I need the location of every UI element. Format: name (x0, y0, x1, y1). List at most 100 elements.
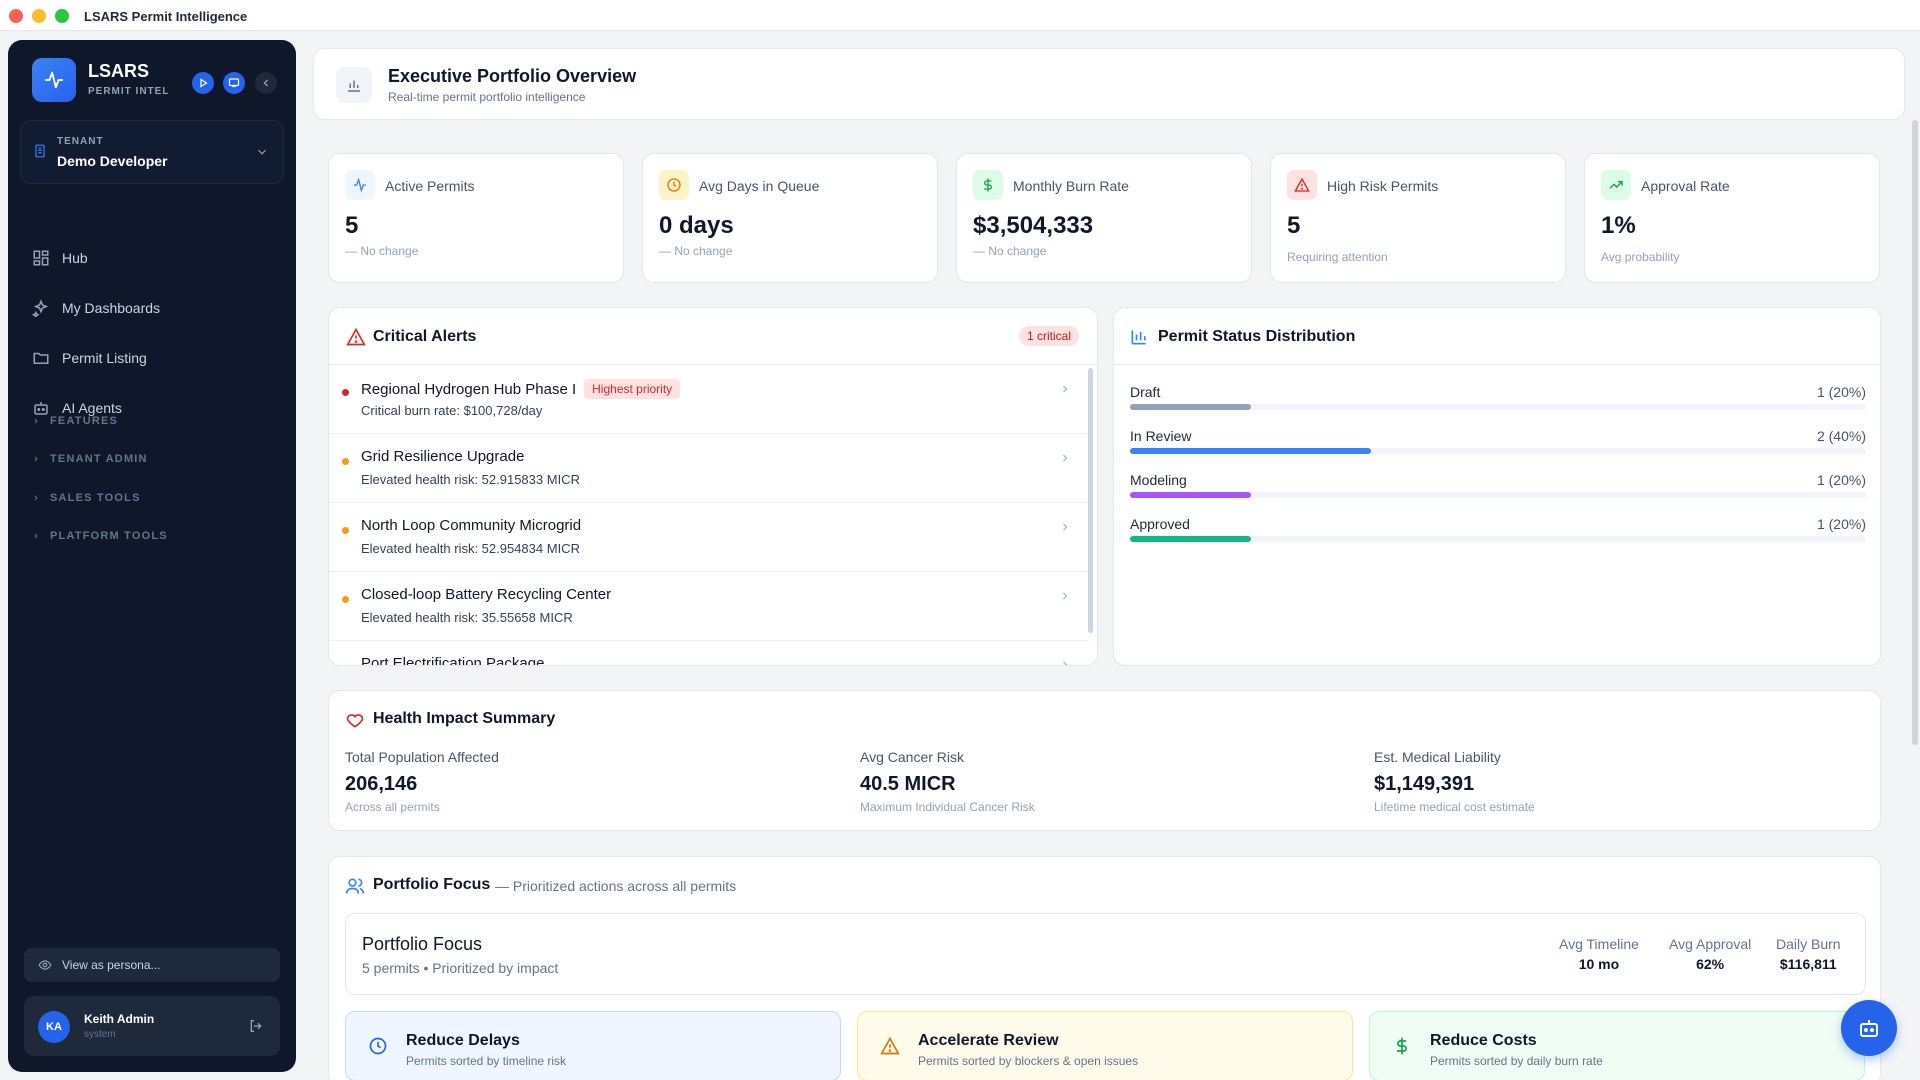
nav-group-platform-tools[interactable]: PLATFORM TOOLS (32, 530, 168, 542)
status-row-approved: Approved 1 (20%) (1130, 514, 1866, 550)
status-label: In Review (1130, 428, 1192, 444)
status-track (1130, 536, 1866, 542)
reduce-costs-card[interactable]: Reduce Costs Permits sorted by daily bur… (1369, 1011, 1865, 1080)
nav-item-permit-listing[interactable]: Permit Listing (32, 343, 272, 373)
feedback-button[interactable] (223, 72, 245, 94)
nav-group-sales-tools[interactable]: SALES TOOLS (32, 492, 141, 504)
alert-item[interactable]: Port Electrification Package (329, 641, 1089, 666)
alert-severity-dot (342, 596, 349, 603)
tenant-name: Demo Developer (57, 153, 168, 169)
metric-avg-timeline: Avg Timeline 10 mo (1559, 936, 1639, 972)
persona-label: View as persona... (62, 958, 161, 972)
alert-item[interactable]: Regional Hydrogen Hub Phase I Highest pr… (329, 365, 1089, 434)
health-metric-label: Avg Cancer Risk (860, 749, 965, 765)
critical-alerts-panel: Critical Alerts 1 critical Regional Hydr… (328, 307, 1098, 666)
eye-icon (38, 960, 52, 970)
status-track (1130, 404, 1866, 410)
stat-card-burn-rate[interactable]: Monthly Burn Rate $3,504,333 — No change (956, 153, 1252, 283)
nav-item-my-dashboards[interactable]: My Dashboards (32, 293, 272, 323)
bot-icon (1860, 1020, 1878, 1037)
page-scrollbar[interactable] (1912, 120, 1918, 745)
alert-item[interactable]: Closed-loop Battery Recycling Center Ele… (329, 572, 1089, 641)
user-role: system (84, 1029, 116, 1040)
status-row-draft: Draft 1 (20%) (1130, 382, 1866, 418)
health-impact-panel: Health Impact Summary Total Population A… (328, 690, 1881, 831)
minimize-window-button[interactable] (32, 9, 46, 23)
clock-icon (369, 1037, 387, 1055)
app-logo[interactable] (32, 58, 76, 102)
stat-card-active-permits[interactable]: Active Permits 5 — No change (328, 153, 624, 283)
stat-icon-box (659, 170, 689, 200)
alert-description: Elevated health risk: 52.954834 MICR (361, 541, 580, 556)
nav-group-features[interactable]: FEATURES (32, 415, 118, 427)
stat-note: Avg probability (1601, 250, 1680, 264)
sidebar: LSARS PERMIT INTEL TENANT Demo Developer… (8, 40, 296, 1072)
brand-name: LSARS (88, 61, 150, 81)
alerts-divider (329, 364, 1097, 365)
status-track (1130, 448, 1866, 454)
nav-item-hub[interactable]: Hub (32, 243, 272, 273)
zoom-window-button[interactable] (55, 9, 69, 23)
status-value: 2 (40%) (1816, 428, 1866, 444)
ai-assistant-button[interactable] (1841, 1000, 1897, 1056)
nav-item-ai-agents[interactable]: AI Agents (32, 393, 272, 423)
metric-label: Avg Timeline (1559, 936, 1639, 952)
play-tour-button[interactable] (192, 72, 214, 94)
play-icon (200, 78, 208, 88)
alert-item[interactable]: North Loop Community Microgrid Elevated … (329, 503, 1089, 572)
building-icon (35, 144, 45, 158)
stat-value: $3,504,333 (973, 212, 1094, 239)
alert-name: Port Electrification Package (361, 655, 545, 666)
chevron-right-icon (34, 456, 38, 462)
health-metric-note: Across all permits (345, 800, 440, 814)
status-value: 1 (20%) (1816, 516, 1866, 532)
status-row-in-review: In Review 2 (40%) (1130, 426, 1866, 462)
status-bar-fill (1130, 448, 1372, 454)
nav-group-label: SALES TOOLS (50, 492, 141, 504)
stat-card-approval-rate[interactable]: Approval Rate 1% Avg probability (1584, 153, 1880, 283)
action-title: Accelerate Review (918, 1032, 1059, 1049)
stat-card-high-risk[interactable]: High Risk Permits 5 Requiring attention (1270, 153, 1566, 283)
status-label: Draft (1130, 384, 1161, 400)
stat-value: 0 days (659, 212, 734, 239)
warning-icon (1294, 177, 1310, 192)
nav-label-hub: Hub (62, 250, 88, 266)
tenant-selector[interactable]: TENANT Demo Developer (20, 120, 284, 184)
bot-icon (34, 402, 48, 415)
stat-value: 1% (1601, 212, 1636, 239)
user-profile[interactable]: KA Keith Admin system (24, 996, 280, 1056)
nav-group-tenant-admin[interactable]: TENANT ADMIN (32, 453, 148, 465)
collapse-sidebar-button[interactable] (255, 72, 277, 94)
alerts-scrollbar[interactable] (1088, 368, 1093, 633)
accelerate-review-card[interactable]: Accelerate Review Permits sorted by bloc… (857, 1011, 1353, 1080)
status-title: Permit Status Distribution (1158, 328, 1356, 345)
logout-icon[interactable] (248, 1018, 264, 1034)
close-window-button[interactable] (9, 9, 23, 23)
metric-value: 10 mo (1578, 956, 1620, 972)
status-bar-fill (1130, 492, 1251, 498)
status-bar-fill (1130, 536, 1251, 542)
metric-avg-approval: Avg Approval 62% (1669, 936, 1751, 972)
nav-label-ai-agents: AI Agents (62, 400, 122, 416)
nav-group-label: PLATFORM TOOLS (50, 530, 168, 542)
health-metric-note: Lifetime medical cost estimate (1374, 800, 1535, 814)
action-subtitle: Permits sorted by blockers & open issues (918, 1054, 1139, 1068)
alerts-title: Critical Alerts (373, 328, 477, 345)
reduce-delays-card[interactable]: Reduce Delays Permits sorted by timeline… (345, 1011, 841, 1080)
status-value: 1 (20%) (1816, 384, 1866, 400)
permit-status-panel: Permit Status Distribution Draft 1 (20%)… (1113, 307, 1881, 666)
nav-label-my-dashboards: My Dashboards (62, 300, 161, 316)
stat-label: Avg Days in Queue (699, 178, 820, 194)
page-header: Executive Portfolio Overview Real-time p… (313, 48, 1905, 120)
nav-label-permit-listing: Permit Listing (62, 350, 147, 366)
stat-card-avg-days[interactable]: Avg Days in Queue 0 days — No change (642, 153, 938, 283)
status-value: 1 (20%) (1816, 472, 1866, 488)
summary-title: Portfolio Focus (362, 934, 483, 954)
alert-severity-dot (342, 665, 349, 666)
view-as-persona-button[interactable]: View as persona... (24, 948, 280, 982)
chevron-right-icon (1063, 523, 1068, 531)
chevron-right-icon (34, 495, 38, 501)
grid-icon (33, 250, 49, 266)
alert-name-line: Port Electrification Package (361, 655, 545, 666)
alert-item[interactable]: Grid Resilience Upgrade Elevated health … (329, 434, 1089, 503)
